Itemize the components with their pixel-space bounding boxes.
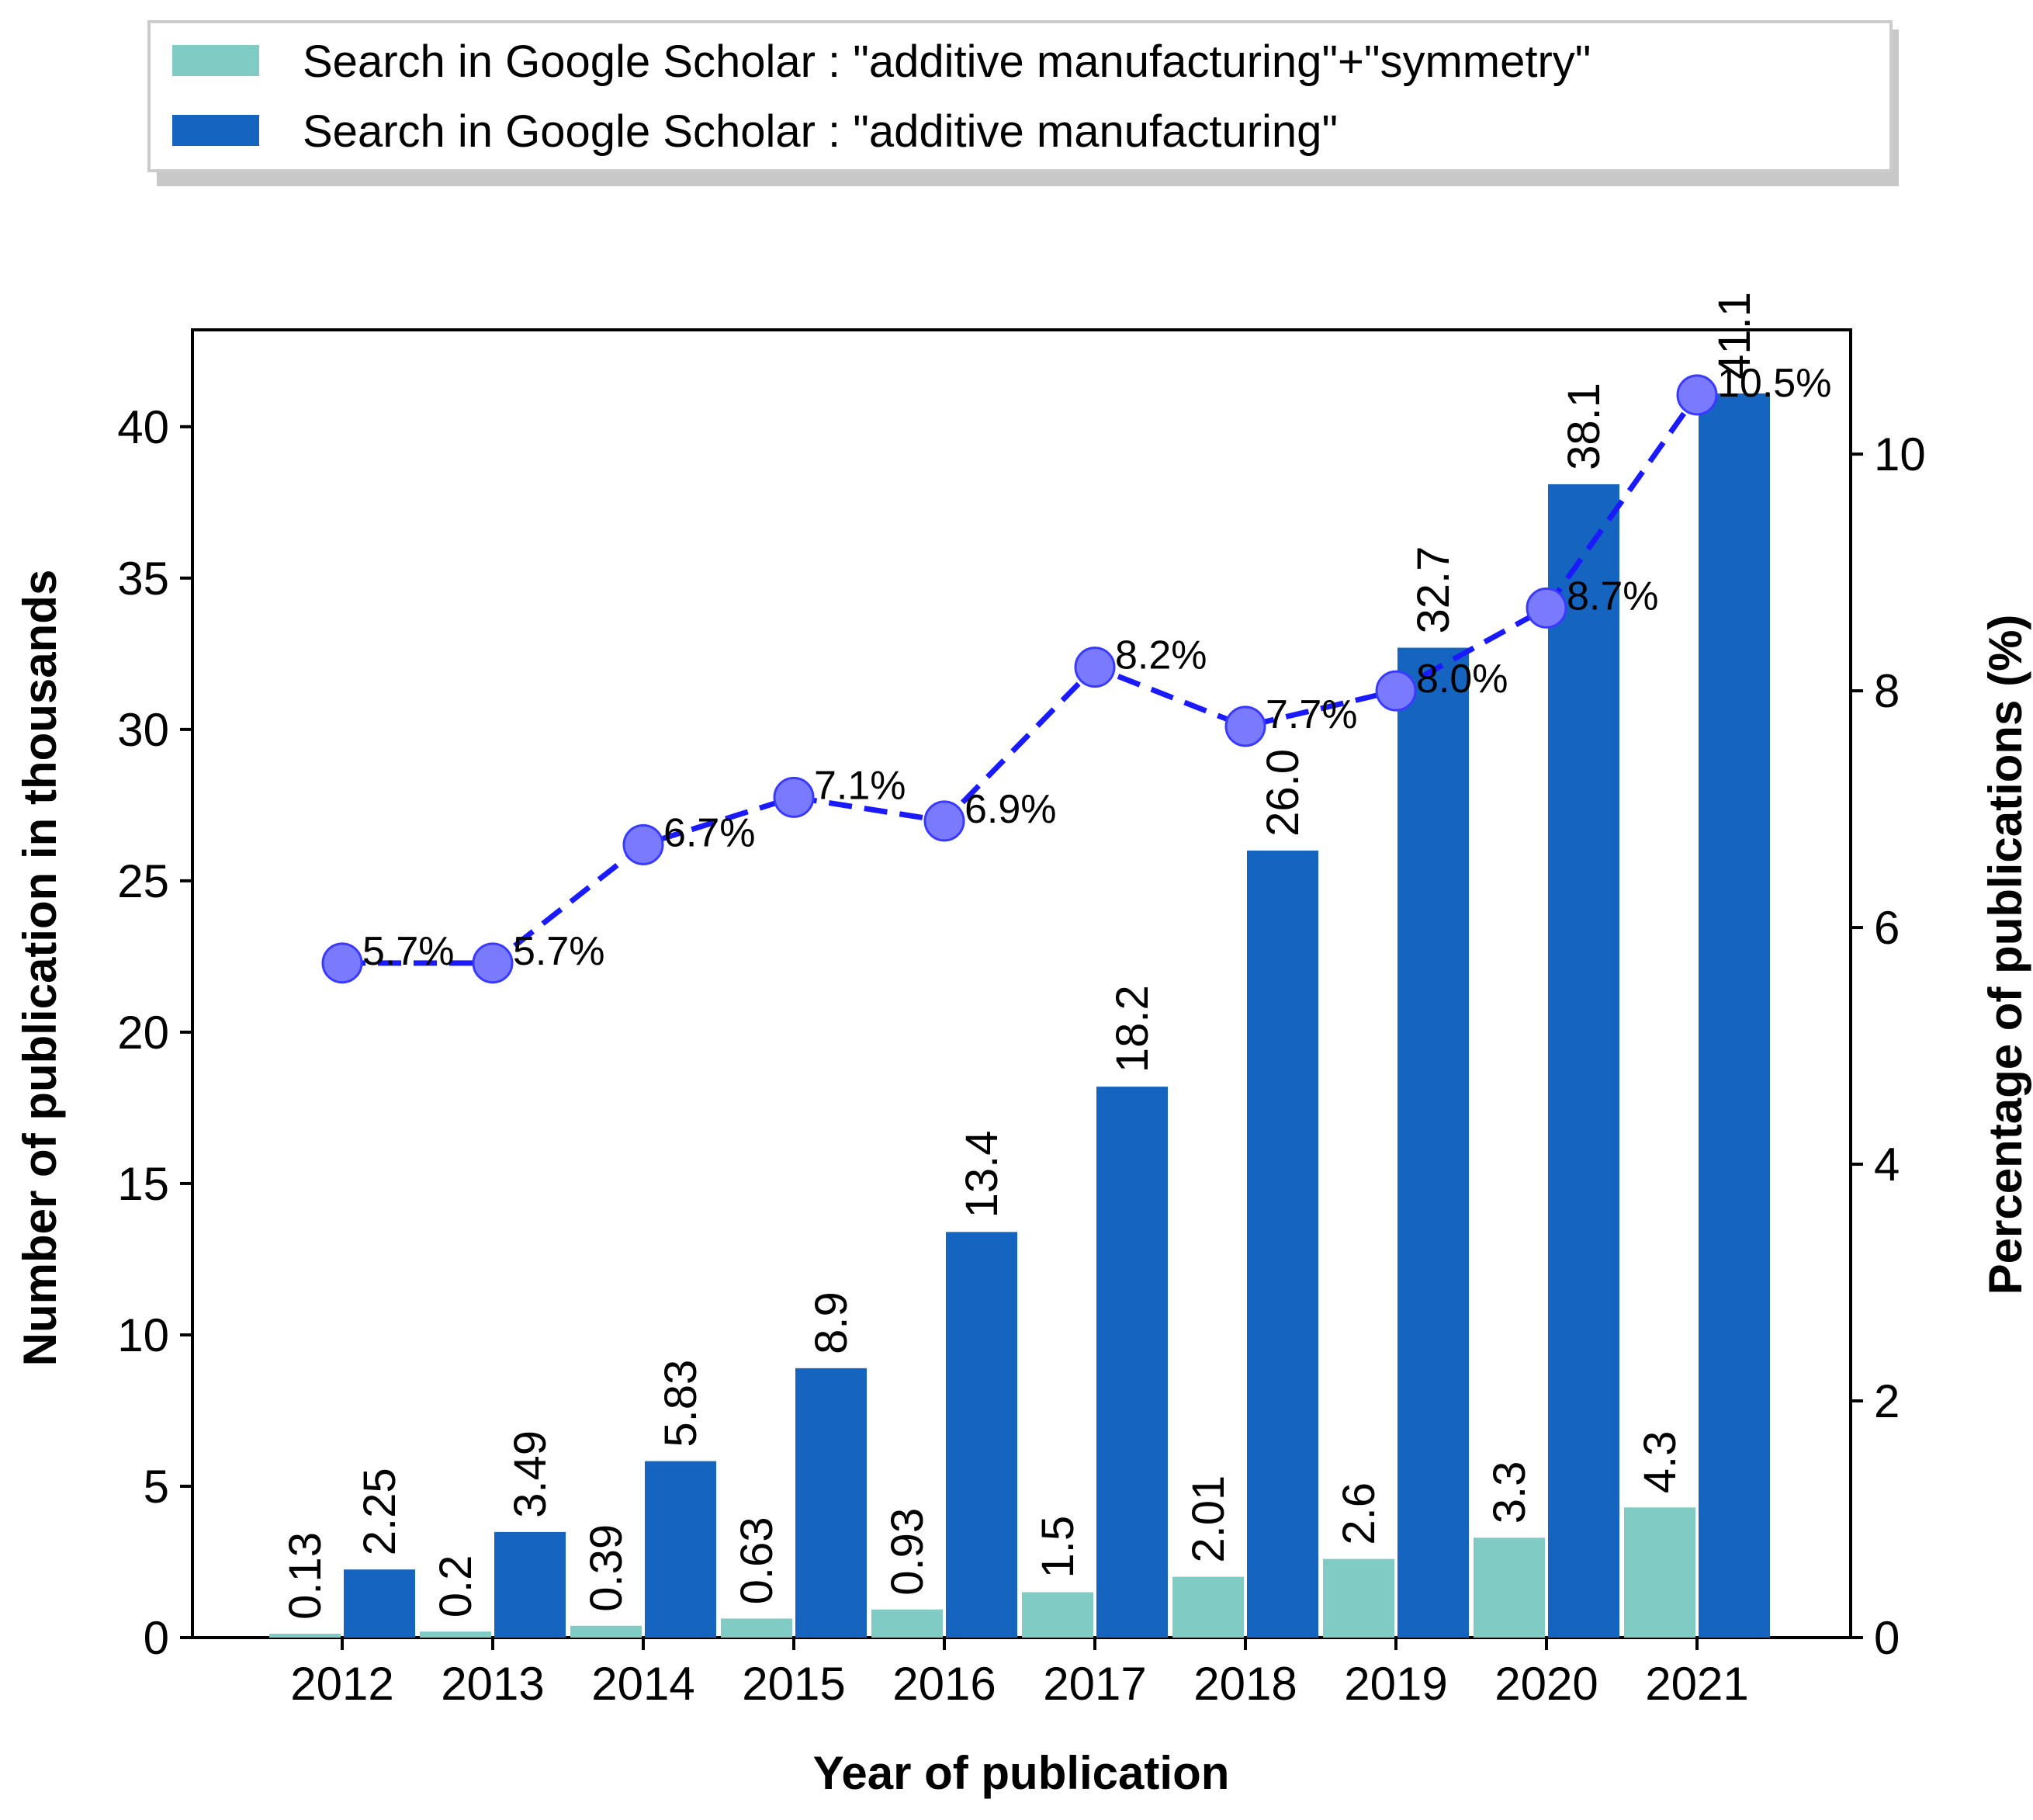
bar-am-2015	[795, 1368, 867, 1638]
bar-symmetry-2015	[721, 1618, 792, 1638]
value-label-symmetry-2016: 0.93	[882, 1508, 933, 1596]
percentage-label-2012: 5.7%	[362, 929, 455, 974]
x-tick-label-2012: 2012	[290, 1658, 393, 1710]
value-label-symmetry-2021: 4.3	[1635, 1431, 1685, 1494]
bar-am-2020	[1548, 484, 1619, 1638]
percentage-marker-2021	[1676, 374, 1718, 416]
percentage-label-2020: 8.7%	[1567, 574, 1659, 619]
bar-am-2019	[1397, 647, 1469, 1638]
y2-tick-label: 10	[1874, 428, 1926, 480]
x-tick-label-2017: 2017	[1043, 1658, 1146, 1710]
percentage-marker-2014	[622, 823, 664, 865]
bar-am-2017	[1096, 1087, 1168, 1638]
percentage-label-2021: 10.5%	[1717, 361, 1831, 406]
x-tick-label-2021: 2021	[1645, 1658, 1748, 1710]
value-label-symmetry-2020: 3.3	[1484, 1461, 1535, 1524]
y-tick-label: 15	[117, 1158, 169, 1210]
x-tick-label-2015: 2015	[742, 1658, 845, 1710]
percentage-marker-2013	[472, 942, 514, 984]
x-tick-label-2014: 2014	[591, 1658, 694, 1710]
y-tick-label: 30	[117, 704, 169, 756]
y2-tick-label: 2	[1874, 1375, 1900, 1427]
x-axis-title: Year of publication	[813, 1747, 1230, 1799]
legend-label-am: Search in Google Scholar : "additive man…	[303, 106, 1338, 157]
percentage-marker-2016	[923, 800, 965, 842]
percentage-marker-2017	[1074, 647, 1116, 688]
y2-tick-label: 0	[1874, 1612, 1900, 1664]
legend-swatch-symmetry	[172, 45, 259, 76]
x-tick-label-2013: 2013	[441, 1658, 544, 1710]
y-tick-label: 35	[117, 553, 169, 605]
percentage-marker-2020	[1526, 587, 1567, 629]
y2-tick-label: 4	[1874, 1139, 1900, 1191]
value-label-am-2021: 41.1	[1709, 292, 1760, 380]
percentage-label-2015: 7.1%	[814, 763, 906, 808]
x-tick-label-2018: 2018	[1193, 1658, 1297, 1710]
legend-swatch-am	[172, 115, 259, 146]
legend-box	[147, 20, 1893, 172]
y-tick-label: 20	[117, 1007, 169, 1059]
percentage-line	[342, 393, 1699, 966]
value-label-am-2019: 32.7	[1408, 546, 1459, 634]
percentage-marker-2019	[1375, 670, 1417, 712]
y-tick-label: 40	[117, 401, 169, 453]
legend-label-symmetry: Search in Google Scholar : "additive man…	[303, 36, 1591, 87]
bar-symmetry-2020	[1474, 1537, 1545, 1638]
percentage-label-2018: 7.7%	[1266, 692, 1358, 737]
value-label-am-2018: 26.0	[1258, 749, 1308, 837]
legend: Search in Google Scholar : "additive man…	[147, 20, 1899, 186]
axes-frame	[191, 328, 1852, 1639]
bar-symmetry-2013	[420, 1631, 491, 1638]
bar-symmetry-2014	[570, 1625, 642, 1638]
percentage-marker-2015	[773, 776, 815, 818]
bar-am-2016	[946, 1232, 1017, 1638]
value-label-am-2020: 38.1	[1559, 383, 1609, 470]
y2-axis-title: Percentage of publications (%)	[1979, 615, 2031, 1295]
y-tick-label: 10	[117, 1309, 169, 1361]
percentage-label-2017: 8.2%	[1115, 633, 1207, 678]
plot-area: 0 5 10 15 20 25 30 35 40 0 2 4 6 8 10 0.13 2.25 2012 0.2 3.…	[117, 292, 1926, 1710]
bar-symmetry-2012	[269, 1633, 341, 1638]
bar-am-2012	[344, 1569, 415, 1638]
value-label-symmetry-2012: 0.13	[280, 1532, 331, 1620]
bar-symmetry-2021	[1624, 1507, 1695, 1638]
value-label-symmetry-2013: 0.2	[431, 1555, 481, 1618]
value-label-am-2017: 18.2	[1107, 985, 1158, 1073]
percentage-marker-2012	[321, 942, 363, 984]
percentage-marker-2018	[1224, 705, 1266, 747]
value-label-am-2012: 2.25	[355, 1468, 405, 1555]
percentage-label-2016: 6.9%	[965, 787, 1057, 832]
value-label-am-2014: 5.83	[656, 1360, 706, 1447]
y2-tick-label: 6	[1874, 902, 1900, 954]
percentage-label-2014: 6.7%	[663, 810, 756, 855]
bar-am-2021	[1699, 393, 1770, 1638]
value-label-symmetry-2014: 0.39	[581, 1524, 632, 1612]
value-label-am-2013: 3.49	[505, 1430, 556, 1518]
value-label-am-2016: 13.4	[957, 1130, 1007, 1218]
y-tick-label: 0	[144, 1612, 169, 1664]
bar-am-2014	[645, 1461, 716, 1638]
bar-am-2018	[1247, 850, 1318, 1638]
value-label-symmetry-2017: 1.5	[1033, 1516, 1083, 1579]
y2-tick-label: 8	[1874, 665, 1900, 717]
bar-am-2013	[494, 1531, 566, 1638]
percentage-label-2019: 8.0%	[1416, 657, 1508, 702]
value-label-symmetry-2018: 2.01	[1183, 1475, 1234, 1563]
bar-symmetry-2016	[871, 1609, 943, 1638]
bar-symmetry-2019	[1323, 1558, 1394, 1638]
value-label-symmetry-2019: 2.6	[1334, 1482, 1384, 1545]
y-tick-label: 25	[117, 855, 169, 907]
x-tick-label-2019: 2019	[1344, 1658, 1447, 1710]
bar-symmetry-2017	[1022, 1592, 1093, 1638]
x-tick-label-2020: 2020	[1494, 1658, 1598, 1710]
value-label-am-2015: 8.9	[806, 1291, 857, 1354]
x-tick-label-2016: 2016	[892, 1658, 996, 1710]
y-tick-label: 5	[144, 1461, 169, 1513]
percentage-label-2013: 5.7%	[513, 929, 605, 974]
y-axis-title: Number of publication in thousands	[14, 570, 66, 1367]
bar-symmetry-2018	[1172, 1576, 1244, 1638]
value-label-symmetry-2015: 0.63	[732, 1517, 782, 1605]
